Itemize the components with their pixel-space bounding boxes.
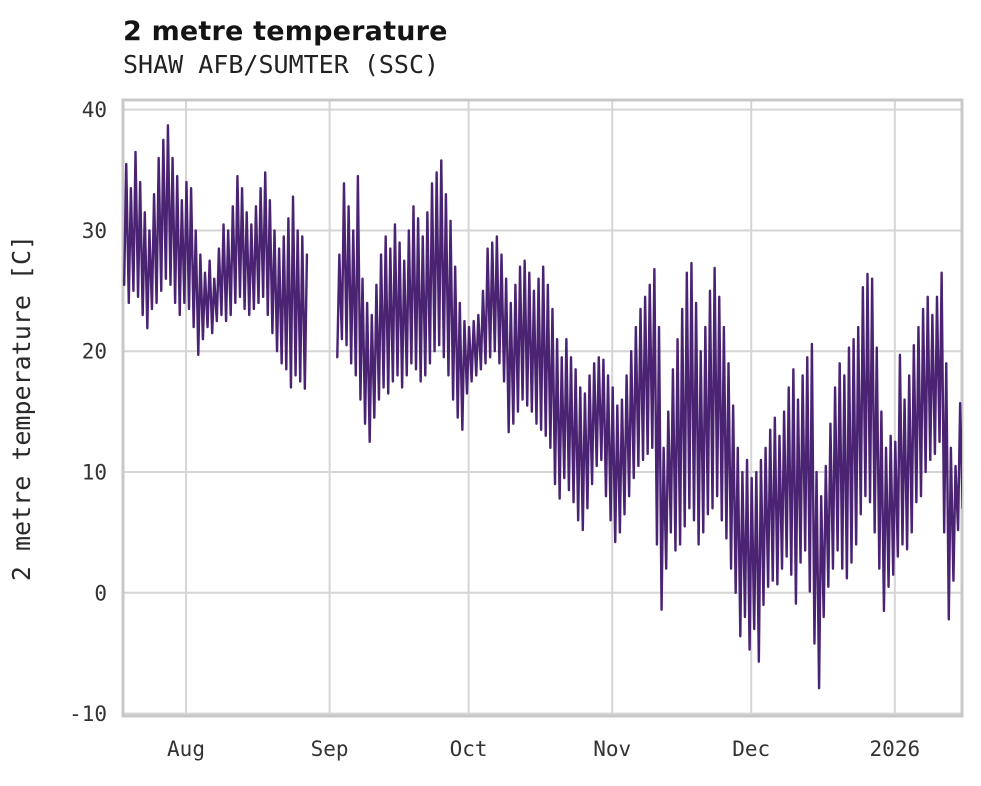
y-tick-label: 10 (82, 461, 107, 485)
grid-layer (123, 100, 962, 716)
y-axis-label: 2 metre temperature [C] (7, 235, 36, 581)
plot-border (121, 98, 964, 718)
tick-layer: 40 30 20 10 0 -10 Aug Sep Oct Nov Dec 2026 (69, 98, 920, 761)
chart-title: 2 metre temperature (123, 16, 448, 47)
x-tick-label: 2026 (870, 737, 921, 761)
x-tick-label: Aug (167, 737, 205, 761)
y-tick-label: 0 (94, 581, 107, 605)
x-tick-label: Dec (732, 737, 770, 761)
x-tick-label: Sep (311, 737, 349, 761)
x-tick-label: Nov (593, 737, 631, 761)
x-tick-label: Oct (450, 737, 488, 761)
temperature-line (123, 124, 962, 690)
y-tick-label: -10 (69, 702, 107, 726)
y-tick-label: 30 (82, 219, 107, 243)
y-tick-label: 20 (82, 340, 107, 364)
y-tick-label: 40 (82, 98, 107, 122)
line-layer (123, 124, 962, 690)
chart-subtitle: SHAW AFB/SUMTER (SSC) (123, 50, 440, 79)
